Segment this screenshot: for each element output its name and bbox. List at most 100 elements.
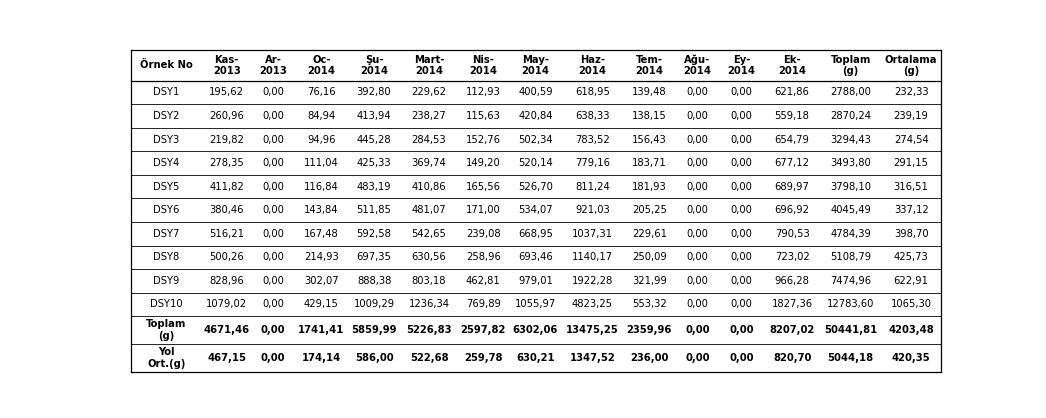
Text: 425,73: 425,73 — [893, 252, 929, 263]
Text: 1741,41: 1741,41 — [298, 325, 344, 335]
Text: 111,04: 111,04 — [304, 158, 339, 168]
Text: 139,48: 139,48 — [632, 87, 666, 97]
Text: 618,95: 618,95 — [575, 87, 610, 97]
Text: 1347,52: 1347,52 — [569, 353, 615, 363]
Text: 0,00: 0,00 — [262, 353, 286, 363]
Text: 149,20: 149,20 — [467, 158, 501, 168]
Text: 13475,25: 13475,25 — [566, 325, 619, 335]
Text: 152,76: 152,76 — [465, 135, 501, 145]
Text: Ey-
2014: Ey- 2014 — [728, 55, 755, 76]
Text: 1065,30: 1065,30 — [890, 299, 932, 309]
Text: 229,62: 229,62 — [411, 87, 447, 97]
Text: 0,00: 0,00 — [731, 276, 753, 286]
Text: Ortalama
(g): Ortalama (g) — [885, 55, 937, 76]
Text: 420,35: 420,35 — [892, 353, 931, 363]
Text: 0,00: 0,00 — [263, 158, 285, 168]
Text: 630,56: 630,56 — [412, 252, 447, 263]
Text: 195,62: 195,62 — [209, 87, 244, 97]
Text: 0,00: 0,00 — [686, 135, 708, 145]
Text: Kas-
2013: Kas- 2013 — [212, 55, 241, 76]
Text: 0,00: 0,00 — [263, 252, 285, 263]
Text: 2788,00: 2788,00 — [831, 87, 871, 97]
Text: 5859,99: 5859,99 — [351, 325, 396, 335]
Text: 7474,96: 7474,96 — [831, 276, 871, 286]
Text: 2597,82: 2597,82 — [460, 325, 506, 335]
Text: 1055,97: 1055,97 — [515, 299, 556, 309]
Text: 462,81: 462,81 — [467, 276, 501, 286]
Text: 638,33: 638,33 — [575, 111, 610, 121]
Text: 783,52: 783,52 — [575, 135, 610, 145]
Text: 553,32: 553,32 — [632, 299, 666, 309]
Text: 250,09: 250,09 — [632, 252, 666, 263]
Text: 0,00: 0,00 — [729, 325, 754, 335]
Text: Nis-
2014: Nis- 2014 — [470, 55, 498, 76]
Text: 516,21: 516,21 — [209, 229, 244, 239]
Text: 0,00: 0,00 — [263, 229, 285, 239]
Text: 174,14: 174,14 — [301, 353, 341, 363]
Text: May-
2014: May- 2014 — [521, 55, 549, 76]
Text: 0,00: 0,00 — [263, 276, 285, 286]
Text: 0,00: 0,00 — [263, 205, 285, 215]
Text: 229,61: 229,61 — [632, 229, 666, 239]
Text: 0,00: 0,00 — [731, 252, 753, 263]
Text: 790,53: 790,53 — [775, 229, 810, 239]
Text: 677,12: 677,12 — [775, 158, 810, 168]
Text: 143,84: 143,84 — [304, 205, 339, 215]
Text: 258,96: 258,96 — [465, 252, 501, 263]
Text: 420,84: 420,84 — [518, 111, 552, 121]
Text: 94,96: 94,96 — [308, 135, 336, 145]
Text: 411,82: 411,82 — [209, 182, 244, 192]
Text: 559,18: 559,18 — [775, 111, 810, 121]
Text: 0,00: 0,00 — [731, 182, 753, 192]
Text: 413,94: 413,94 — [357, 111, 391, 121]
Text: 693,46: 693,46 — [518, 252, 552, 263]
Text: 622,91: 622,91 — [893, 276, 929, 286]
Text: 511,85: 511,85 — [357, 205, 391, 215]
Text: Mart-
2014: Mart- 2014 — [414, 55, 445, 76]
Text: 236,00: 236,00 — [630, 353, 668, 363]
Text: DSY4: DSY4 — [154, 158, 180, 168]
Text: 50441,81: 50441,81 — [824, 325, 878, 335]
Text: Oc-
2014: Oc- 2014 — [308, 55, 336, 76]
Text: 696,92: 696,92 — [775, 205, 810, 215]
Text: 425,33: 425,33 — [357, 158, 391, 168]
Text: 0,00: 0,00 — [731, 135, 753, 145]
Text: 115,63: 115,63 — [465, 111, 501, 121]
Text: 156,43: 156,43 — [632, 135, 666, 145]
Text: 0,00: 0,00 — [685, 353, 709, 363]
Text: 1922,28: 1922,28 — [572, 276, 613, 286]
Text: 467,15: 467,15 — [207, 353, 246, 363]
Text: 502,34: 502,34 — [518, 135, 552, 145]
Text: 138,15: 138,15 — [632, 111, 666, 121]
Text: 1037,31: 1037,31 — [572, 229, 613, 239]
Text: 167,48: 167,48 — [304, 229, 339, 239]
Text: 171,00: 171,00 — [467, 205, 501, 215]
Text: 0,00: 0,00 — [731, 111, 753, 121]
Text: 0,00: 0,00 — [729, 353, 754, 363]
Text: Örnek No: Örnek No — [140, 60, 192, 71]
Text: 76,16: 76,16 — [308, 87, 336, 97]
Text: 811,24: 811,24 — [575, 182, 610, 192]
Text: 0,00: 0,00 — [686, 229, 708, 239]
Text: 8207,02: 8207,02 — [770, 325, 815, 335]
Text: 278,35: 278,35 — [209, 158, 244, 168]
Text: 0,00: 0,00 — [686, 87, 708, 97]
Text: Ağu-
2014: Ağu- 2014 — [683, 54, 711, 76]
Text: 214,93: 214,93 — [304, 252, 339, 263]
Text: 0,00: 0,00 — [686, 182, 708, 192]
Text: 398,70: 398,70 — [894, 229, 929, 239]
Text: 668,95: 668,95 — [518, 229, 553, 239]
Text: Tem-
2014: Tem- 2014 — [635, 55, 663, 76]
Text: 284,53: 284,53 — [412, 135, 447, 145]
Text: 921,03: 921,03 — [575, 205, 610, 215]
Text: DSY8: DSY8 — [154, 252, 180, 263]
Text: 1236,34: 1236,34 — [409, 299, 450, 309]
Text: Ar-
2013: Ar- 2013 — [259, 55, 287, 76]
Text: 239,08: 239,08 — [467, 229, 501, 239]
Text: 274,54: 274,54 — [893, 135, 929, 145]
Text: 165,56: 165,56 — [465, 182, 501, 192]
Text: 183,71: 183,71 — [632, 158, 666, 168]
Text: 238,27: 238,27 — [412, 111, 447, 121]
Text: 779,16: 779,16 — [575, 158, 610, 168]
Text: 0,00: 0,00 — [263, 111, 285, 121]
